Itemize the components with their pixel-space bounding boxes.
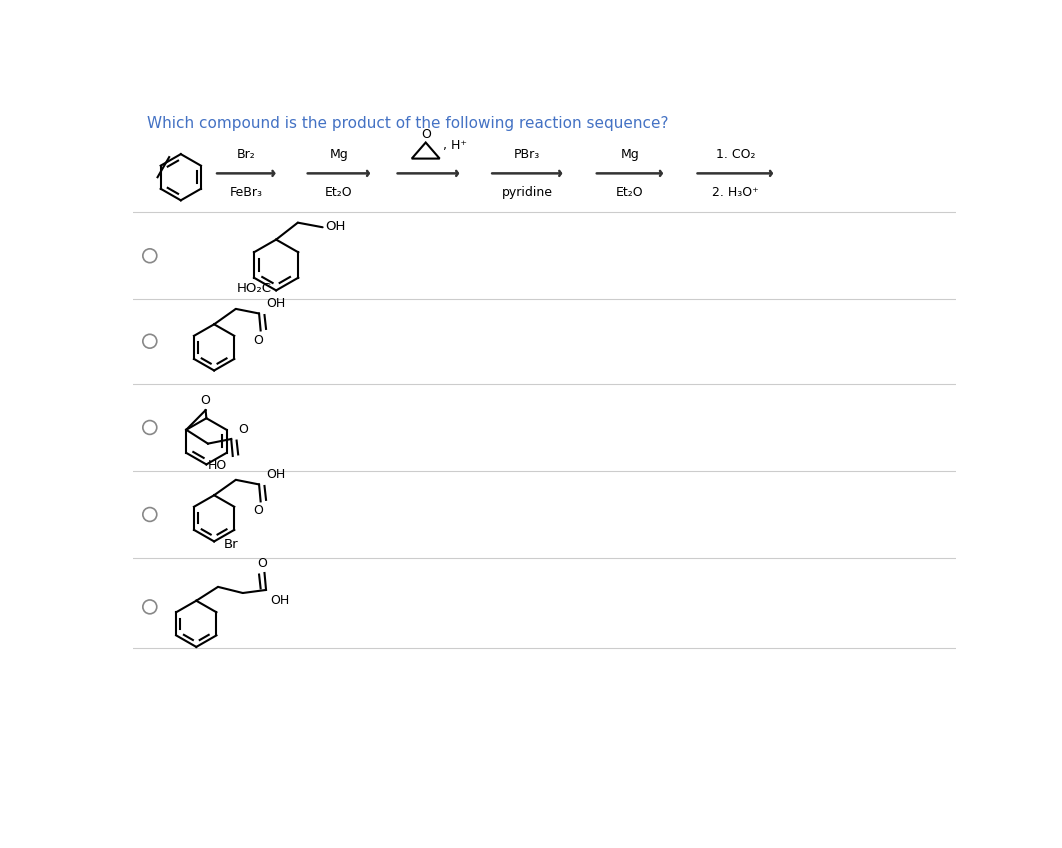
- Text: Which compound is the product of the following reaction sequence?: Which compound is the product of the fol…: [147, 115, 668, 131]
- Text: Br: Br: [224, 538, 239, 550]
- Text: OH: OH: [267, 468, 286, 482]
- Text: Et₂O: Et₂O: [616, 186, 644, 198]
- Text: Mg: Mg: [620, 148, 639, 161]
- Text: O: O: [201, 394, 210, 407]
- Text: O: O: [254, 333, 263, 347]
- Text: FeBr₃: FeBr₃: [229, 186, 262, 198]
- Text: OH: OH: [267, 298, 286, 310]
- Text: OH: OH: [270, 594, 289, 607]
- Text: O: O: [257, 557, 268, 570]
- Text: PBr₃: PBr₃: [514, 148, 541, 161]
- Text: O: O: [254, 505, 263, 517]
- Text: HO₂C: HO₂C: [237, 282, 272, 295]
- Text: , H⁺: , H⁺: [443, 139, 467, 152]
- Text: 1. CO₂: 1. CO₂: [716, 148, 755, 161]
- Text: O: O: [421, 128, 430, 141]
- Text: HO: HO: [208, 459, 227, 472]
- Text: O: O: [238, 423, 249, 436]
- Text: 2. H₃O⁺: 2. H₃O⁺: [712, 186, 758, 198]
- Text: pyridine: pyridine: [501, 186, 552, 198]
- Text: Br₂: Br₂: [237, 148, 256, 161]
- Text: OH: OH: [325, 220, 345, 233]
- Text: Et₂O: Et₂O: [325, 186, 353, 198]
- Text: Mg: Mg: [329, 148, 348, 161]
